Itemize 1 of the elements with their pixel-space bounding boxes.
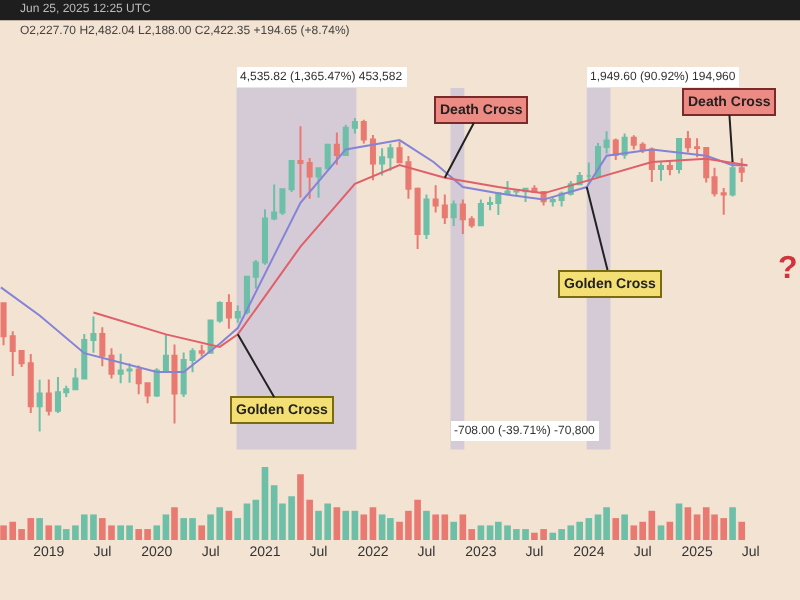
annotation: ? [778,252,798,286]
